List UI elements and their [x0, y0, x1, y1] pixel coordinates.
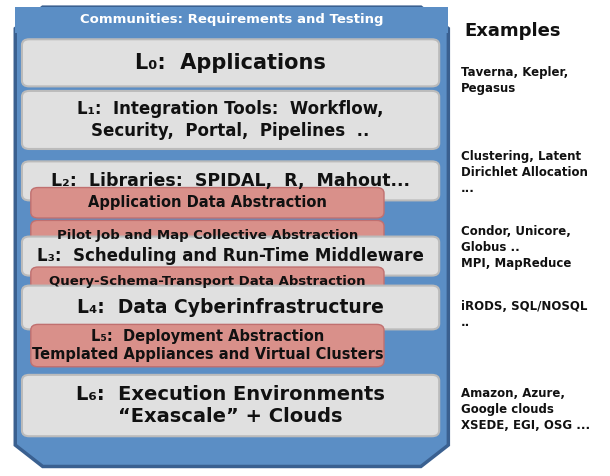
FancyBboxPatch shape — [30, 325, 384, 367]
Text: Query-Schema-Transport Data Abstraction: Query-Schema-Transport Data Abstraction — [49, 275, 365, 288]
FancyBboxPatch shape — [22, 91, 439, 149]
Text: Pilot Job and Map Collective Abstraction: Pilot Job and Map Collective Abstraction — [57, 228, 358, 242]
FancyBboxPatch shape — [22, 40, 439, 87]
Text: Examples: Examples — [464, 22, 561, 40]
Text: Condor, Unicore,
Globus ..
MPI, MapReduce: Condor, Unicore, Globus .. MPI, MapReduc… — [461, 225, 571, 270]
Text: L₄:  Data Cyberinfrastructure: L₄: Data Cyberinfrastructure — [77, 298, 384, 317]
Text: L₁:  Integration Tools:  Workflow,
Security,  Portal,  Pipelines  ..: L₁: Integration Tools: Workflow, Securit… — [77, 100, 384, 139]
Text: L₀:  Applications: L₀: Applications — [135, 53, 326, 73]
FancyBboxPatch shape — [22, 237, 439, 276]
Text: iRODS, SQL/NOSQL
..: iRODS, SQL/NOSQL .. — [461, 300, 587, 328]
Text: L₆:  Execution Environments
“Exascale” + Clouds: L₆: Execution Environments “Exascale” + … — [76, 385, 385, 426]
Text: Amazon, Azure,
Google clouds
XSEDE, EGI, OSG ...: Amazon, Azure, Google clouds XSEDE, EGI,… — [461, 387, 590, 432]
FancyBboxPatch shape — [22, 161, 439, 200]
FancyBboxPatch shape — [15, 7, 448, 33]
FancyBboxPatch shape — [30, 220, 384, 250]
Text: Communities: Requirements and Testing: Communities: Requirements and Testing — [80, 13, 384, 27]
FancyBboxPatch shape — [30, 188, 384, 218]
Text: Clustering, Latent
Dirichlet Allocation
...: Clustering, Latent Dirichlet Allocation … — [461, 150, 587, 195]
FancyBboxPatch shape — [30, 267, 384, 297]
Text: Taverna, Kepler,
Pegasus: Taverna, Kepler, Pegasus — [461, 67, 568, 95]
Polygon shape — [15, 7, 448, 466]
Text: L₅:  Deployment Abstraction
Templated Appliances and Virtual Clusters: L₅: Deployment Abstraction Templated App… — [32, 329, 383, 362]
FancyBboxPatch shape — [22, 286, 439, 329]
Text: L₃:  Scheduling and Run-Time Middleware: L₃: Scheduling and Run-Time Middleware — [37, 247, 424, 265]
Text: Application Data Abstraction: Application Data Abstraction — [88, 195, 327, 210]
FancyBboxPatch shape — [22, 375, 439, 436]
Text: L₂:  Libraries:  SPIDAL,  R,  Mahout...: L₂: Libraries: SPIDAL, R, Mahout... — [51, 172, 410, 190]
